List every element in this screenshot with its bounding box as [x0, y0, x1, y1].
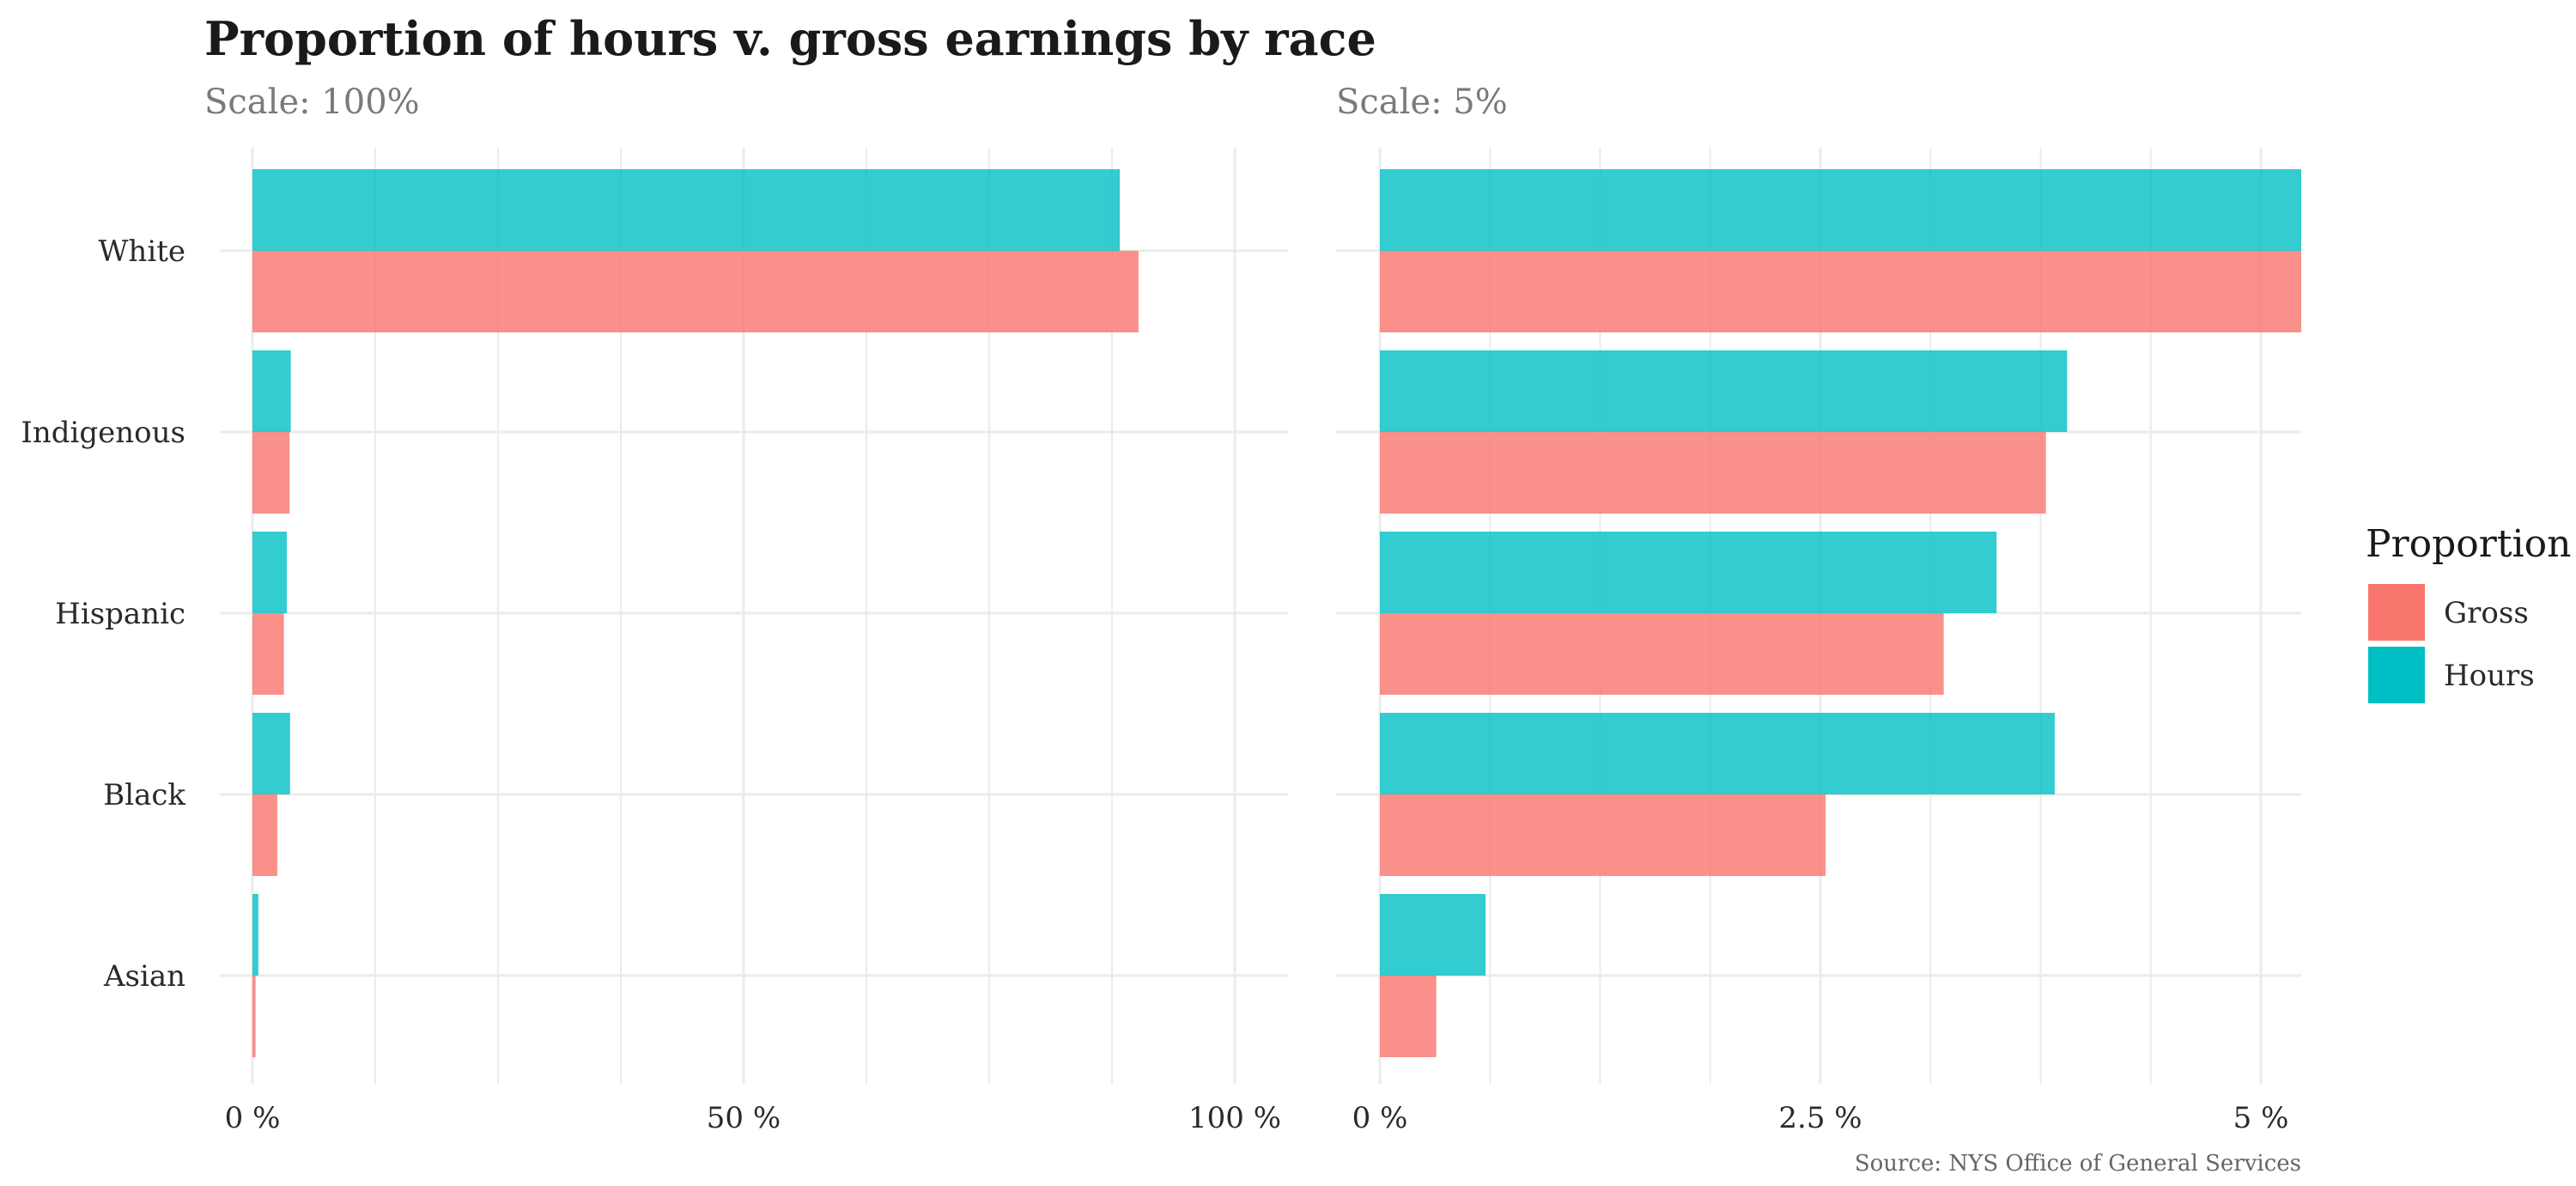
x-tick-label: 0 % [1352, 1101, 1408, 1135]
bar-gross-hispanic [252, 613, 284, 695]
category-label: Asian [103, 959, 185, 994]
x-tick-label: 2.5 % [1778, 1101, 1862, 1135]
category-label: White [98, 234, 185, 269]
x-tick-label: 100 % [1188, 1101, 1281, 1135]
bar-hours-hispanic [252, 532, 288, 613]
bar-hours-asian [1380, 894, 1486, 976]
panel-right-bars [1380, 169, 2301, 1057]
bar-hours-black [252, 713, 290, 794]
legend-swatch-hours [2368, 647, 2425, 703]
panel-left-tick-labels: 0 % 50 % 100 % [225, 1101, 1281, 1135]
category-labels: White Indigenous Hispanic Black Asian [21, 234, 185, 994]
bar-gross-hispanic [1380, 613, 1944, 695]
bar-hours-indigenous [252, 350, 291, 432]
panel-right-subtitle: Scale: 5% [1336, 82, 1508, 122]
panel-right-tick-labels: 0 % 2.5 % 5 % [1352, 1101, 2289, 1135]
bar-gross-black [1380, 794, 1826, 876]
bar-hours-white [1380, 169, 2301, 251]
legend-label-hours: Hours [2444, 659, 2535, 693]
panel-left-bars [252, 169, 1139, 1057]
bar-gross-asian [252, 976, 256, 1057]
bar-hours-white [252, 169, 1121, 251]
chart-title: Proportion of hours v. gross earnings by… [204, 11, 1376, 66]
bar-gross-asian [1380, 976, 1437, 1057]
bar-gross-white [1380, 251, 2301, 332]
legend: Proportion Gross Hours [2366, 522, 2571, 703]
bar-gross-black [252, 794, 277, 876]
x-tick-label: 50 % [707, 1101, 781, 1135]
legend-swatch-gross [2368, 584, 2425, 641]
bar-gross-white [252, 251, 1139, 332]
category-label: Indigenous [21, 416, 185, 450]
x-tick-label: 0 % [225, 1101, 281, 1135]
legend-label-gross: Gross [2444, 596, 2529, 630]
category-label: Hispanic [55, 597, 185, 631]
bar-gross-indigenous [1380, 432, 2046, 514]
category-label: Black [103, 778, 185, 812]
x-tick-label: 5 % [2233, 1101, 2289, 1135]
chart-caption: Source: NYS Office of General Services [1855, 1151, 2301, 1177]
panel-left-subtitle: Scale: 100% [204, 82, 420, 122]
legend-title: Proportion [2366, 522, 2571, 566]
bar-hours-asian [252, 894, 258, 976]
bar-hours-black [1380, 713, 2055, 794]
bar-hours-indigenous [1380, 350, 2068, 432]
bar-hours-hispanic [1380, 532, 1997, 613]
bar-gross-indigenous [252, 432, 290, 514]
